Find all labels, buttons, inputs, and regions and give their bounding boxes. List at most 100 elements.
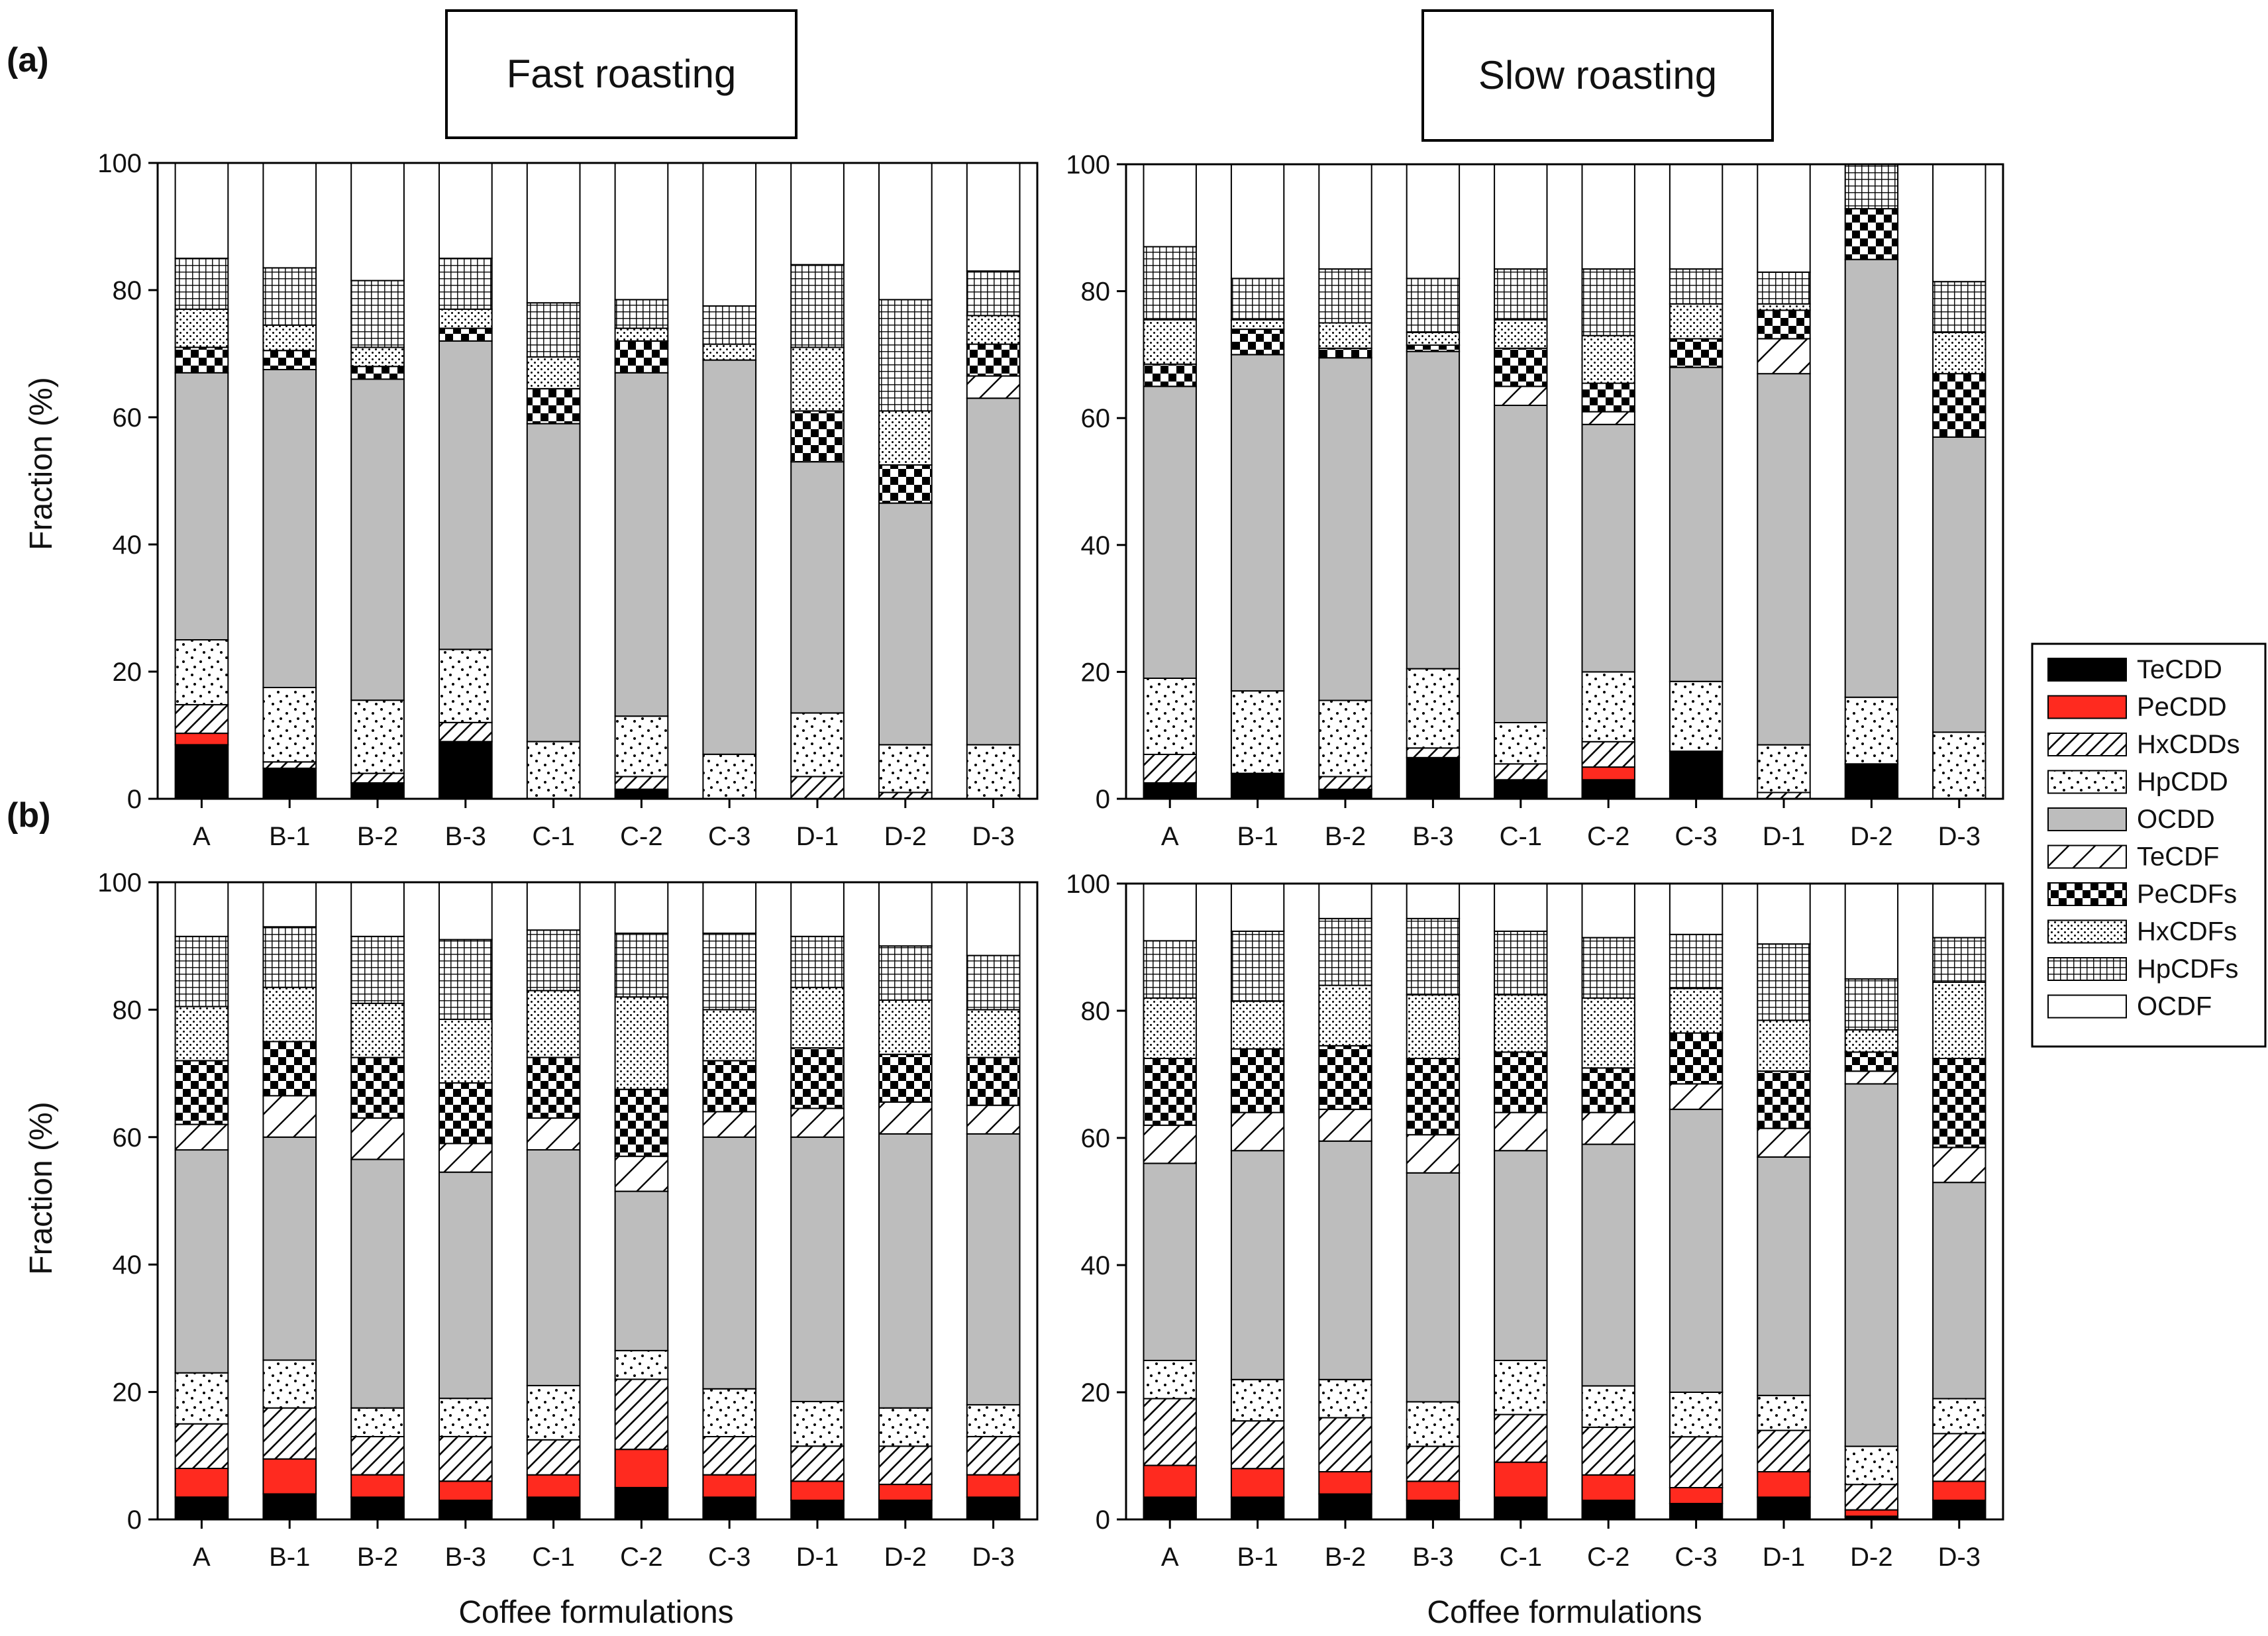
bar-segment-tecdf-d-1 [1757,338,1811,375]
bar-segment-pecdfs-d-2 [1844,208,1899,260]
xlabel-left: Coffee formulations [458,1595,733,1630]
bar-segment-ocdf-d-1 [1757,164,1811,273]
bar-segment-pecdd-d-1 [790,1480,845,1502]
bar-segment-pecdfs-c-1 [526,1056,581,1119]
bar-segment-hxcdds-b-2 [350,1435,405,1476]
bar-segment-ocdd-d-1 [1757,373,1811,746]
bar-segment-hpcdd-c-1 [1494,1360,1548,1415]
bar-segment-ocdf-d-3 [966,882,1021,956]
bar-segment-ocdd-c-3 [702,1136,757,1390]
bar-segment-hpcdfs-a [1143,246,1197,321]
bar-segment-hpcdd-d-3 [966,1404,1021,1437]
bar-segment-pecdd-b-3 [1406,1480,1461,1502]
x-tick-label-b-1: B-1 [269,1543,310,1572]
bar-segment-ocdf-d-3 [1932,164,1986,283]
bar-segment-hxcdds-b-1 [1230,1420,1285,1470]
bar-segment-ocdf-c-2 [614,882,669,934]
legend: TeCDD PeCDD HxCDDs HpCDD OCDD TeCDF PeCDFs HxCD… [2031,642,2267,1048]
bar-segment-tecdd-b-2 [350,782,405,799]
bar-segment-ocdf-d-3 [1932,883,1986,939]
bar-segment-pecdd-a [174,733,229,746]
bar-segment-hpcdfs-b-2 [1318,917,1372,986]
bar-segment-hxcdfs-d-2 [878,999,933,1055]
bar-segment-hpcdd-b-3 [438,1398,493,1437]
bar-segment-ocdd-d-2 [1844,1083,1899,1447]
bar-segment-ocdd-c-3 [1669,1108,1724,1394]
bar-segment-pecdd-a [1143,1464,1197,1498]
y-tick-label: 40 [113,1251,142,1280]
y-tick-label: 0 [1096,785,1110,814]
bar-segment-ocdd-d-3 [966,397,1021,746]
bar-segment-hpcdfs-b-1 [1230,278,1285,321]
bar-segment-tecdf-b-1 [1230,1111,1285,1152]
bar-segment-ocdf-b-2 [1318,883,1372,919]
bar-segment-hpcdd-c-1 [526,1385,581,1441]
bar-segment-hpcdd-c-2 [614,715,669,778]
bar-segment-tecdd-d-1 [1757,1496,1811,1520]
bar-segment-ocdf-c-2 [614,162,669,301]
x-tick-label-c-1: C-1 [532,822,574,851]
bar-segment-ocdf-d-1 [790,882,845,937]
bar-segment-ocdf-b-2 [350,162,405,281]
bar-segment-tecdd-a [1143,782,1197,799]
x-tick-label-d-2: D-2 [884,822,927,851]
bar-segment-pecdfs-c-2 [1581,1067,1635,1113]
bar-segment-hxcdfs-d-1 [1757,1019,1811,1072]
y-tick-label: 20 [113,1378,142,1407]
bar-segment-pecdfs-c-2 [1581,382,1635,413]
y-tick-label: 60 [113,1123,142,1152]
bar-segment-hpcdd-d-2 [1844,696,1899,765]
bar-segment-ocdf-c-3 [702,882,757,934]
bar-segment-hpcdd-d-2 [1844,1445,1899,1486]
x-tick-label-b-2: B-2 [357,822,398,851]
bar-segment-tecdd-b-1 [262,767,317,800]
bar-segment-ocdd-b-3 [1406,1172,1461,1403]
bar-segment-hpcdd-a [174,639,229,705]
bar-segment-tecdf-c-2 [1581,1111,1635,1145]
bar-segment-hpcdd-b-1 [262,1359,317,1409]
legend-label-pecdd: PeCDD [2137,693,2227,722]
x-tick-label-a: A [1161,1543,1179,1572]
bar-segment-hxcdfs-b-2 [350,1002,405,1058]
bar-segment-hxcdfs-a [174,1005,229,1062]
x-tick-label-d-1: D-1 [796,822,839,851]
bar-segment-hpcdd-d-2 [878,744,933,793]
bar-segment-hxcdfs-b-2 [1318,322,1372,349]
bar-segment-hxcdfs-b-3 [1406,994,1461,1059]
y-tick-label: 60 [113,403,142,433]
bar-segment-hpcdd-c-3 [1669,680,1724,752]
bar-segment-ocdf-c-3 [1669,164,1724,270]
bar-segment-ocdf-c-2 [1581,883,1635,939]
chart-slow-roasting-b: 0 20 40 60 80 100 A B-1 B-2 B-3 C-1 C-2 C-3 D-1 D-2 D-3 [1066,870,2004,1572]
chart-slow-roasting-a: 0 20 40 60 80 100 A B-1 B-2 B-3 C-1 C-2 C-3 D-1 D-2 D-3 [1066,150,2004,851]
bar-segment-pecdfs-a [174,1060,229,1125]
bar-segment-ocdf-b-1 [262,882,317,928]
bar-segment-hxcdfs-c-3 [702,1009,757,1062]
legend-swatch-tecdf [2047,844,2127,869]
bar-segment-hpcdfs-b-1 [262,267,317,326]
bar-segment-ocdf-c-1 [1494,883,1548,932]
y-tick-label: 20 [1081,658,1111,687]
bar-segment-hpcdfs-d-3 [1932,937,1986,983]
bar-segment-hpcdfs-b-3 [438,258,493,310]
bar-segment-hpcdfs-d-2 [1844,164,1899,210]
bar-segment-hxcdfs-d-3 [966,315,1021,345]
bar-segment-hxcdds-d-2 [1844,1484,1899,1511]
bar-segment-ocdd-d-3 [966,1133,1021,1406]
x-tick-label-d-3: D-3 [1938,1543,1981,1572]
bar-segment-ocdf-a [1143,164,1197,248]
x-tick-label-b-3: B-3 [1412,1543,1453,1572]
legend-swatch-hpcdd [2047,770,2127,794]
bar-segment-hxcdfs-c-1 [526,356,581,389]
bar-segment-pecdfs-c-3 [1669,1032,1724,1085]
bar-segment-pecdfs-b-2 [1318,1045,1372,1110]
bar-segment-hxcdfs-d-3 [966,1009,1021,1058]
legend-label-ocdf: OCDF [2137,992,2212,1021]
legend-swatch-ocdf [2047,994,2127,1019]
bar-segment-tecdd-b-1 [262,1493,317,1520]
plot-frame [156,881,1039,1521]
bar-segment-pecdd-c-3 [1669,1487,1724,1504]
bar-segment-ocdd-c-2 [614,372,669,717]
y-tick-label: 40 [113,531,142,560]
x-tick-label-d-2: D-2 [884,1543,927,1572]
